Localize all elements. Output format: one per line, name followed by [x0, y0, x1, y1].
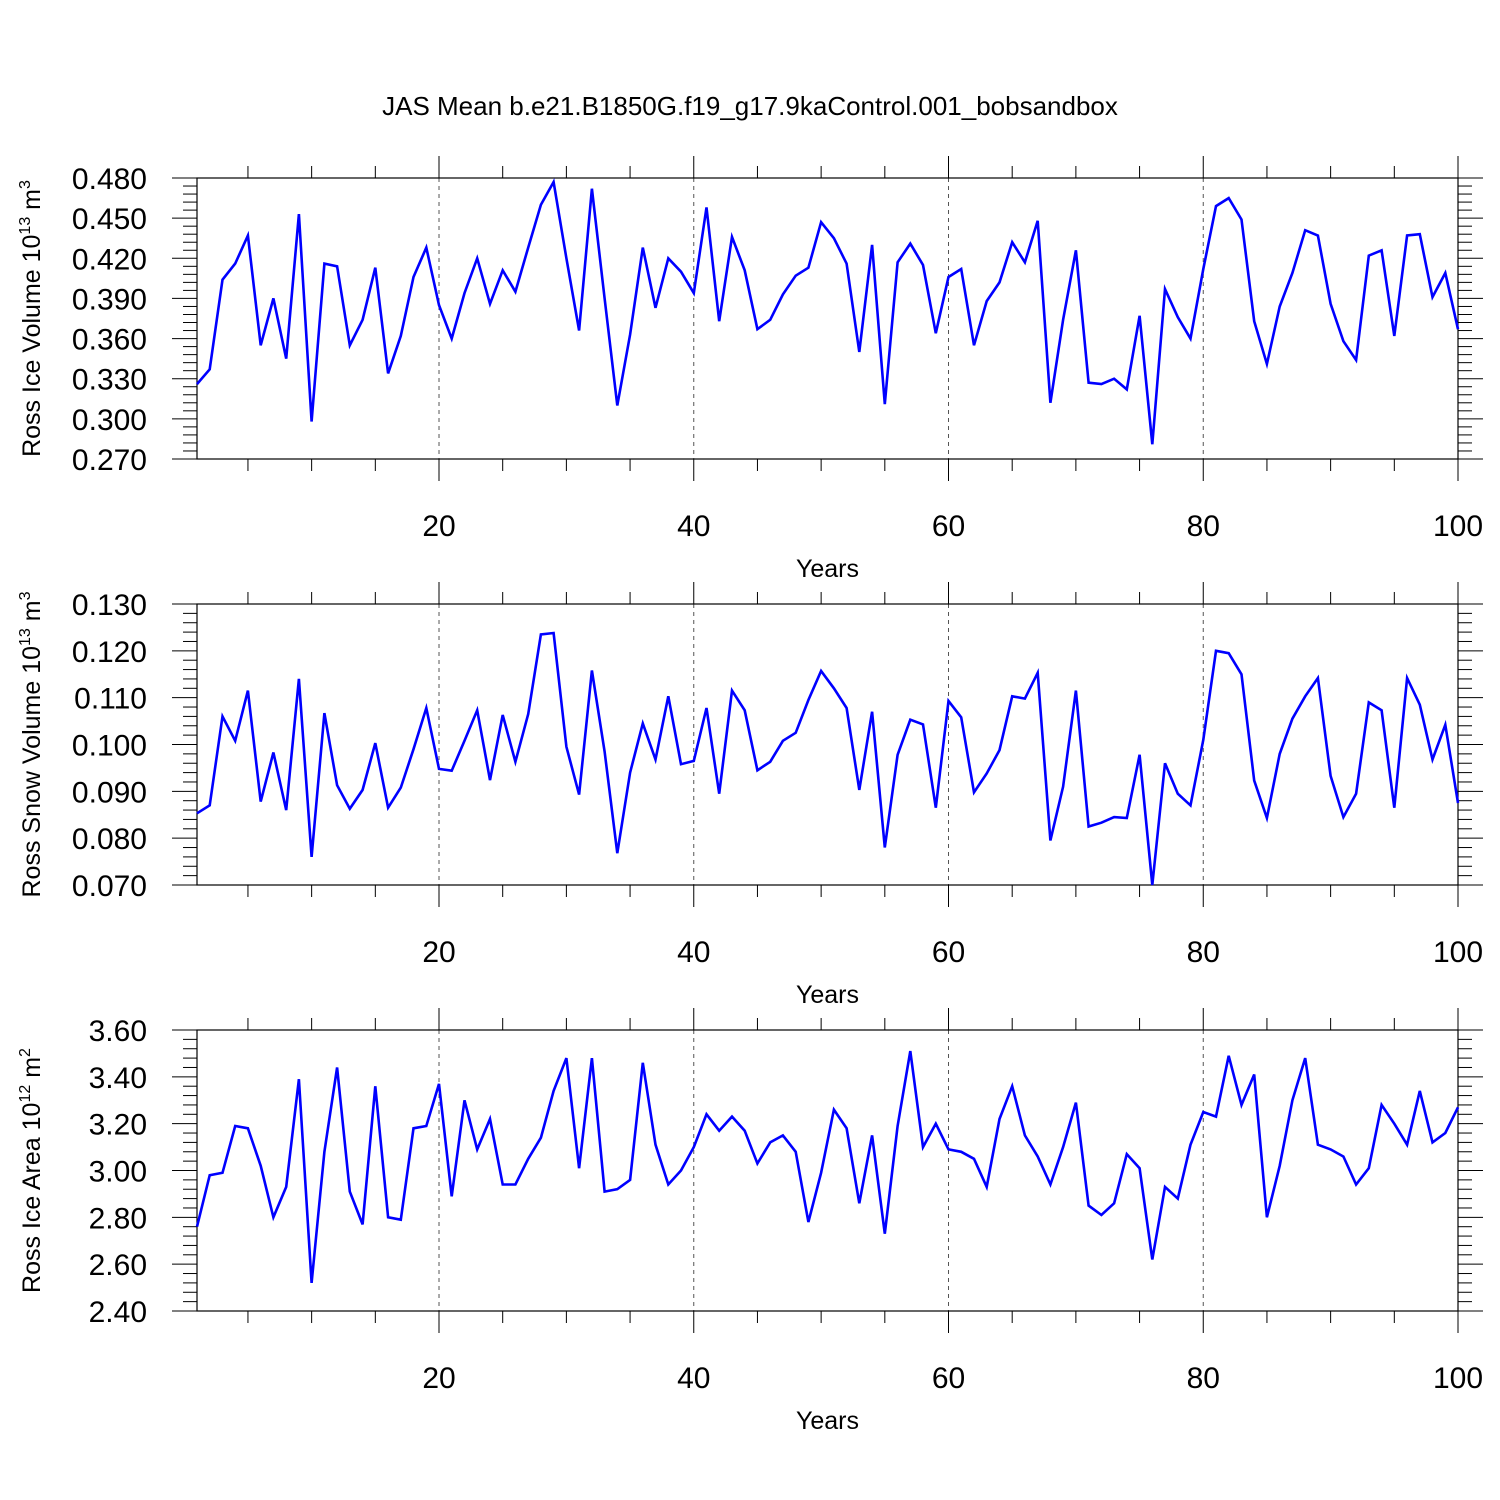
data-line: [195, 1050, 1460, 1284]
y-tick-label: 0.480: [72, 163, 147, 196]
y-tick-label: 0.330: [72, 364, 147, 397]
y-tick-label: 0.270: [72, 444, 147, 477]
x-tick-label: 100: [1433, 510, 1483, 543]
x-tick-label: 20: [422, 1362, 455, 1395]
x-tick-label: 20: [422, 510, 455, 543]
x-tick-label: 60: [932, 936, 965, 969]
x-tick-label: 40: [677, 510, 710, 543]
y-axis-label: Ross Ice Area 1012 m2: [17, 1048, 46, 1293]
y-tick-label: 0.450: [72, 203, 147, 236]
plot-frame: [196, 1029, 1459, 1312]
plot-frame: [196, 603, 1459, 886]
y-tick-label: 0.090: [72, 776, 147, 809]
y-tick-label: 0.110: [74, 683, 147, 716]
y-tick-label: 0.390: [72, 283, 147, 316]
x-tick-label: 80: [1187, 510, 1220, 543]
y-tick-label: 2.80: [89, 1202, 147, 1235]
y-tick-label: 3.00: [89, 1156, 147, 1189]
chart-panel-3: 2.40 2.60 2.80 3.00 3.20 3.40 3.60 20 40 60 80 100 Y…: [17, 1008, 1483, 1435]
y-tick-label: 3.20: [89, 1109, 147, 1142]
x-axis-label: Years: [796, 981, 859, 1009]
x-tick-label: 80: [1187, 936, 1220, 969]
y-tick-label: 0.420: [72, 243, 147, 276]
y-tick-label: 2.40: [89, 1296, 147, 1329]
y-tick-label: 3.40: [89, 1062, 147, 1095]
x-tick-label: 60: [932, 1362, 965, 1395]
y-tick-label: 0.130: [72, 589, 147, 622]
x-axis-label: Years: [796, 1407, 859, 1435]
y-tick-label: 2.60: [89, 1249, 147, 1282]
chart-panel-1: 0.270 0.300 0.330 0.360 0.390 0.420 0.450 0.480…: [17, 156, 1483, 583]
data-line: [196, 178, 1460, 445]
y-tick-label: 0.120: [72, 636, 147, 669]
y-tick-label: 0.360: [72, 324, 147, 357]
y-tick-label: 0.070: [72, 870, 147, 903]
y-axis-label: Ross Snow Volume 1013 m3: [17, 591, 46, 897]
x-axis-label: Years: [796, 555, 859, 583]
y-tick-label: 0.300: [72, 404, 147, 437]
plot-frame: [196, 177, 1459, 460]
y-tick-label: 3.60: [89, 1015, 147, 1048]
x-tick-label: 80: [1187, 1362, 1220, 1395]
x-tick-label: 40: [677, 1362, 710, 1395]
y-tick-label: 0.080: [72, 823, 147, 856]
y-axis-label: Ross Ice Volume 1013 m3: [17, 180, 46, 457]
y-tick-label: 0.100: [72, 730, 147, 763]
x-tick-label: 60: [932, 510, 965, 543]
x-tick-label: 100: [1433, 1362, 1483, 1395]
figure-title: JAS Mean b.e21.B1850G.f19_g17.9kaControl…: [382, 91, 1118, 121]
x-tick-label: 40: [677, 936, 710, 969]
x-tick-label: 20: [422, 936, 455, 969]
x-tick-label: 100: [1433, 936, 1483, 969]
data-line: [196, 631, 1460, 886]
chart-panel-2: 0.070 0.080 0.090 0.100 0.110 0.120 0.130 20 40 6…: [17, 582, 1483, 1009]
